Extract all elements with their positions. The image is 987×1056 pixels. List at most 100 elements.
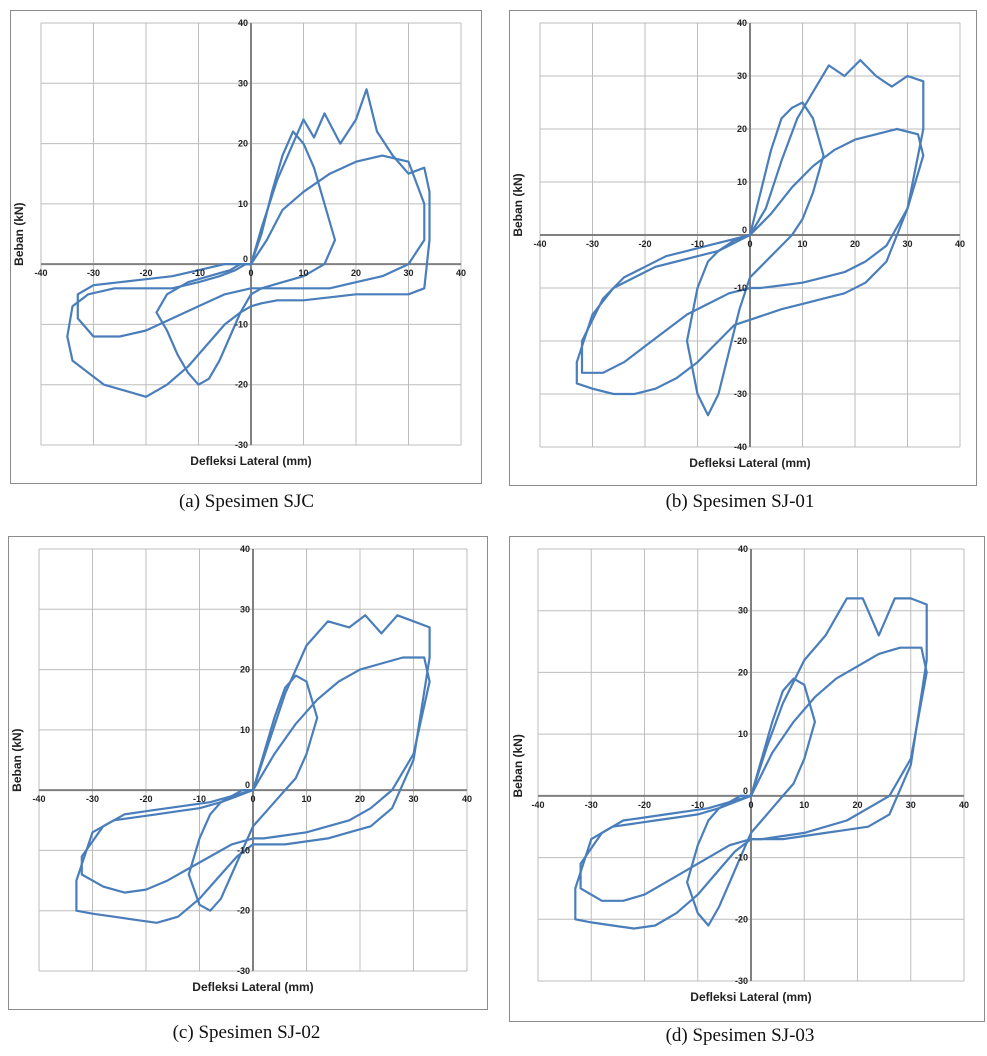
- y-tick-label: -40: [734, 442, 747, 452]
- x-tick-label: 30: [403, 268, 413, 278]
- y-axis-label: Beban (kN): [511, 734, 525, 797]
- x-axis-label: Defleksi Lateral (mm): [689, 456, 810, 470]
- y-tick-label: -30: [237, 966, 250, 976]
- y-tick-label: 40: [238, 18, 248, 28]
- y-tick-label: 0: [743, 786, 748, 796]
- hysteresis-loop: [80, 656, 431, 894]
- hysteresis-loop: [575, 59, 925, 396]
- x-tick-label: -10: [691, 239, 704, 249]
- x-tick-label: 30: [902, 239, 912, 249]
- y-tick-label: -10: [735, 853, 748, 863]
- y-tick-label: 30: [738, 606, 748, 616]
- hysteresis-loop: [187, 674, 319, 912]
- hysteresis-loop: [686, 677, 816, 927]
- x-tick-label: 20: [351, 268, 361, 278]
- y-tick-label: -30: [235, 440, 248, 450]
- y-tick-label: 0: [742, 225, 747, 235]
- chart-frame: -40 -30 -20 -10 0 10 20 30 40 -40 -30 -20 -10 10 20 30 4…: [509, 10, 977, 486]
- x-tick-label: 40: [959, 800, 969, 810]
- chart-caption: (d) Spesimen SJ-03: [665, 1025, 815, 1046]
- x-tick-label: -40: [531, 800, 544, 810]
- x-tick-label: 0: [250, 794, 255, 804]
- x-tick-label: 40: [456, 268, 466, 278]
- y-tick-label: -20: [734, 336, 747, 346]
- hysteresis-loop: [685, 101, 825, 417]
- x-tick-label: -20: [638, 239, 651, 249]
- x-tick-label: -30: [586, 239, 599, 249]
- x-tick-label: 10: [298, 268, 308, 278]
- y-tick-label: -10: [235, 319, 248, 329]
- x-tick-label: -40: [32, 794, 45, 804]
- chart-caption: (c) Spesimen SJ-02: [172, 1022, 321, 1043]
- chart-caption: (b) Spesimen SJ-01: [665, 491, 815, 512]
- y-axis-label: Beban (kN): [10, 728, 24, 791]
- x-tick-label: 0: [248, 268, 253, 278]
- panel-b: -40 -30 -20 -10 0 10 20 30 40 -40 -30 -20 -10 10 20 30 4…: [493, 0, 987, 528]
- y-tick-label: -20: [235, 380, 248, 390]
- y-tick-label: -10: [734, 283, 747, 293]
- hysteresis-loop: [75, 614, 431, 924]
- x-tick-label: 0: [748, 800, 753, 810]
- panel-a: -40 -30 -20 -10 0 10 20 30 40 -30 -20 -10 10 20 30 40 0 D…: [0, 0, 493, 528]
- panel-d: -40 -30 -20 -10 0 10 20 30 40 -30 -20 -10 10 20 30 40 0 D…: [493, 528, 987, 1056]
- y-tick-label: 0: [245, 780, 250, 790]
- y-tick-label: 10: [738, 729, 748, 739]
- x-tick-label: 10: [797, 239, 807, 249]
- x-tick-label: 10: [301, 794, 311, 804]
- y-tick-label: 40: [738, 544, 748, 554]
- y-axis-label: Beban (kN): [511, 173, 525, 236]
- x-tick-label: 40: [462, 794, 472, 804]
- x-tick-label: -30: [87, 268, 100, 278]
- x-tick-label: 20: [355, 794, 365, 804]
- y-axis-label: Beban (kN): [12, 202, 26, 265]
- y-tick-label: 0: [243, 254, 248, 264]
- hysteresis-chart-d: -40 -30 -20 -10 0 10 20 30 40 -30 -20 -10 10 20 30 40 0 D…: [511, 544, 969, 1004]
- hysteresis-loop: [66, 88, 431, 398]
- x-tick-label: 30: [906, 800, 916, 810]
- x-tick-label: -40: [34, 268, 47, 278]
- x-tick-label: -40: [533, 239, 546, 249]
- x-tick-label: -30: [86, 794, 99, 804]
- chart-frame: -40 -30 -20 -10 0 10 20 30 40 -30 -20 -10 10 20 30 40 0 D…: [509, 536, 985, 1022]
- chart-frame: -40 -30 -20 -10 0 10 20 30 40 -30 -20 -10 10 20 30 40 0 D…: [8, 536, 488, 1010]
- y-tick-label: 10: [240, 725, 250, 735]
- hysteresis-loop: [155, 130, 337, 386]
- x-tick-label: 10: [799, 800, 809, 810]
- x-axis-label: Defleksi Lateral (mm): [192, 980, 313, 994]
- y-tick-label: 30: [238, 78, 248, 88]
- x-tick-label: -20: [139, 268, 152, 278]
- y-tick-label: -30: [735, 976, 748, 986]
- y-tick-label: 30: [737, 71, 747, 81]
- x-tick-label: -20: [139, 794, 152, 804]
- x-tick-label: -10: [192, 268, 205, 278]
- hysteresis-chart-b: -40 -30 -20 -10 0 10 20 30 40 -40 -30 -20 -10 10 20 30 4…: [511, 18, 965, 470]
- y-tick-label: -20: [237, 906, 250, 916]
- y-tick-label: 20: [737, 124, 747, 134]
- y-tick-label: 10: [737, 177, 747, 187]
- x-axis-label: Defleksi Lateral (mm): [190, 454, 311, 468]
- x-tick-label: 20: [852, 800, 862, 810]
- y-tick-label: -30: [734, 389, 747, 399]
- y-tick-label: 20: [238, 139, 248, 149]
- x-tick-label: -20: [638, 800, 651, 810]
- y-tick-label: 30: [240, 604, 250, 614]
- x-tick-label: -30: [585, 800, 598, 810]
- hysteresis-chart-a: -40 -30 -20 -10 0 10 20 30 40 -30 -20 -10 10 20 30 40 0 D…: [12, 18, 466, 468]
- x-tick-label: 20: [850, 239, 860, 249]
- hysteresis-chart-c: -40 -30 -20 -10 0 10 20 30 40 -30 -20 -10 10 20 30 40 0 D…: [10, 544, 472, 994]
- x-tick-label: 30: [408, 794, 418, 804]
- x-tick-label: -10: [193, 794, 206, 804]
- hysteresis-loop: [579, 646, 928, 902]
- x-tick-label: 40: [955, 239, 965, 249]
- y-tick-label: -20: [735, 914, 748, 924]
- y-tick-label: 20: [738, 667, 748, 677]
- y-tick-label: 40: [737, 18, 747, 28]
- x-tick-label: 0: [747, 239, 752, 249]
- chart-caption: (a) Spesimen SJC: [178, 491, 315, 512]
- hysteresis-loop: [580, 127, 925, 374]
- x-axis-label: Defleksi Lateral (mm): [690, 990, 811, 1004]
- y-tick-label: -10: [237, 845, 250, 855]
- y-tick-label: 40: [240, 544, 250, 554]
- y-tick-label: 10: [238, 199, 248, 209]
- y-tick-label: 20: [240, 665, 250, 675]
